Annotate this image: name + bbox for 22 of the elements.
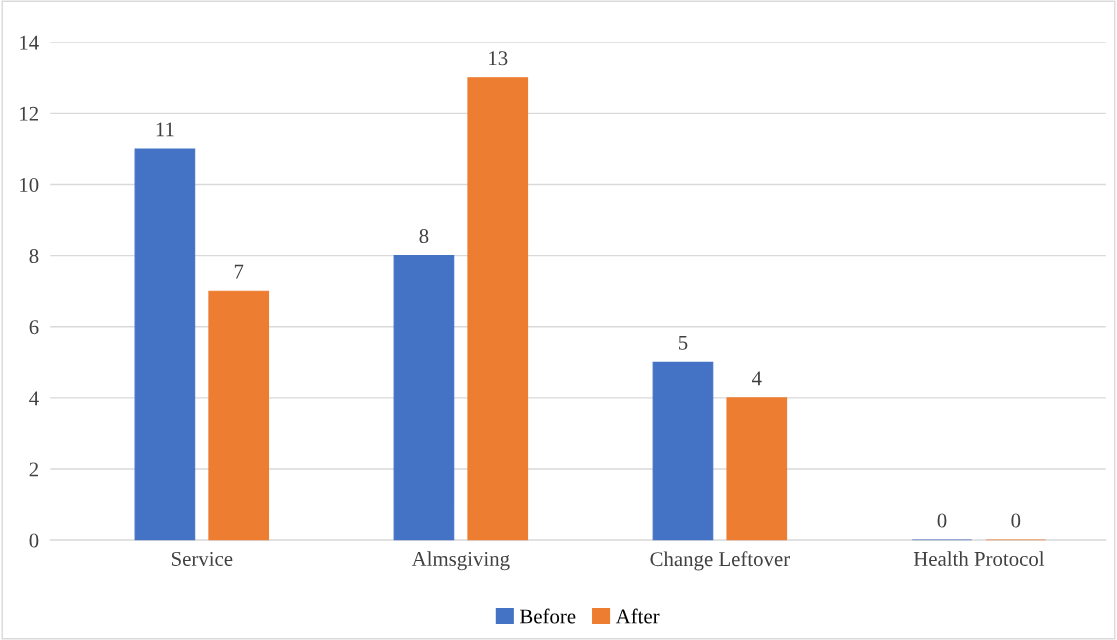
y-tick-label: 8 (29, 249, 39, 264)
y-tick-label: 12 (20, 106, 38, 121)
y-tick-label: 10 (20, 177, 39, 192)
data-label: 8 (419, 229, 429, 244)
data-label: 11 (156, 122, 174, 137)
data-label: 4 (751, 371, 762, 386)
legend-label: Before (519, 608, 576, 624)
x-tick-label: Service (171, 551, 233, 566)
y-tick-label: 0 (29, 533, 39, 548)
data-label: 5 (678, 335, 688, 350)
x-tick-label: Change Leftover (650, 551, 790, 571)
data-label: 7 (234, 264, 244, 279)
legend-label: After (615, 608, 660, 624)
data-label: 0 (1011, 513, 1021, 528)
data-label: 13 (489, 51, 508, 66)
y-tick-label: 4 (29, 391, 39, 406)
y-tick-label: 14 (20, 35, 39, 50)
x-tick-label: Almsgiving (411, 551, 510, 571)
y-tick-label: 6 (29, 320, 39, 335)
x-tick-label: Health Protocol (913, 551, 1045, 566)
data-label: 0 (937, 513, 947, 528)
y-tick-label: 2 (29, 462, 38, 477)
